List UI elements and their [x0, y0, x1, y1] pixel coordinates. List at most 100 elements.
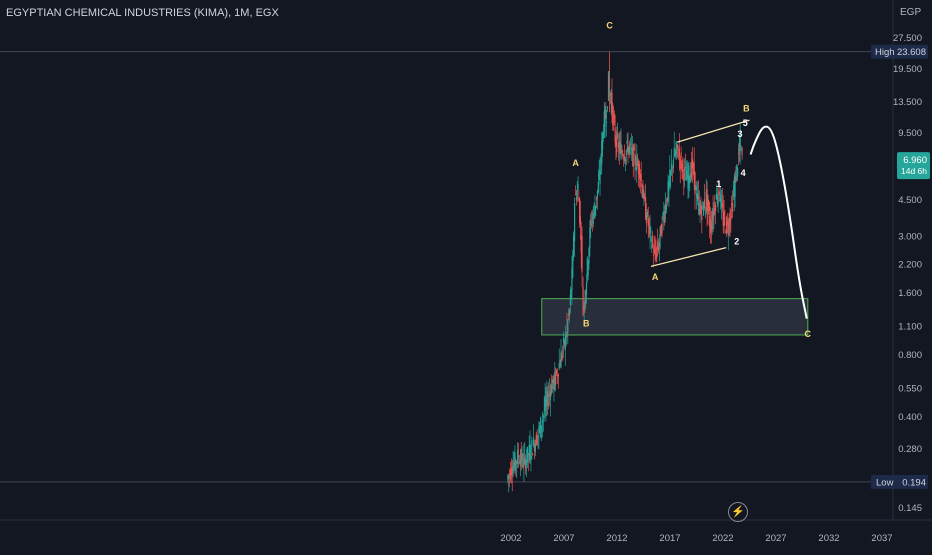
candle-body: [519, 459, 521, 466]
candle-body: [585, 290, 587, 305]
candle-body: [735, 177, 737, 183]
candle-body: [655, 253, 657, 259]
low-value-label: 0.194: [902, 477, 926, 488]
candle-body: [657, 241, 659, 250]
candle-body: [509, 469, 512, 480]
wave-label-b: B: [743, 104, 750, 114]
candle-body: [595, 205, 597, 209]
low-value-bg: [895, 474, 928, 489]
flash-icon[interactable]: ⚡: [728, 502, 748, 522]
candle-body: [585, 282, 588, 295]
candle-body: [593, 205, 595, 208]
candle-body: [523, 457, 525, 467]
candle-body: [636, 157, 638, 170]
candle-body: [584, 301, 586, 302]
candle-body: [639, 176, 641, 179]
candle-body: [517, 455, 520, 458]
candle-body: [676, 142, 678, 150]
candle-body: [533, 444, 536, 452]
candle-body: [530, 455, 532, 461]
candle-body: [510, 467, 512, 476]
candle-body: [540, 417, 542, 438]
candle-body: [507, 475, 509, 480]
candle-body: [662, 213, 664, 216]
wave-label-2: 2: [734, 236, 739, 246]
candle-body: [529, 444, 531, 460]
candle-body: [699, 208, 701, 215]
candle-body: [599, 171, 601, 185]
candle-body: [710, 223, 712, 231]
candle-body: [582, 286, 584, 316]
candle-body: [712, 210, 714, 220]
candle-body: [689, 177, 691, 184]
candle-body: [551, 384, 553, 393]
price-tick-label: 3.000: [898, 232, 922, 243]
candle-body: [570, 290, 572, 298]
candle-body: [527, 454, 529, 456]
candle-body: [528, 444, 530, 455]
candle-body: [720, 194, 722, 202]
candle-body: [643, 191, 645, 200]
candle-body: [727, 230, 729, 236]
candle-body: [709, 219, 712, 234]
candle-body: [736, 164, 738, 171]
candle-body: [537, 435, 539, 437]
candle-body: [577, 184, 579, 189]
candle-body: [562, 349, 564, 351]
candle-body: [558, 363, 560, 369]
projection-path: [749, 125, 808, 319]
candle-body: [568, 313, 570, 315]
candle-body: [621, 150, 623, 153]
candle-body: [670, 163, 673, 171]
candle-body: [546, 390, 548, 403]
candle-body: [729, 218, 731, 223]
candle-body: [524, 453, 526, 455]
candle-body: [600, 159, 602, 163]
candle-body: [667, 181, 669, 200]
candle-body: [700, 202, 702, 214]
candle-body: [559, 365, 561, 367]
candle-body: [659, 226, 661, 236]
candle-body: [677, 144, 679, 148]
candle-body: [686, 170, 688, 179]
candle-body: [741, 148, 743, 155]
candle-body: [672, 159, 674, 168]
candle-body: [624, 158, 627, 162]
candle-body: [702, 203, 705, 215]
candle-body: [525, 460, 527, 469]
wave-label-c: C: [606, 21, 613, 31]
candle-body: [714, 204, 717, 211]
time-tick-label: 2027: [765, 533, 786, 544]
time-tick-label: 2012: [606, 533, 627, 544]
candle-body: [539, 426, 541, 428]
candle-body: [675, 149, 677, 155]
candle-body: [731, 202, 734, 212]
candle-body: [576, 190, 578, 199]
candle-body: [696, 193, 699, 202]
candle-body: [581, 235, 583, 273]
candle-body: [721, 203, 723, 208]
candle-body: [553, 378, 555, 390]
candle-body: [598, 174, 600, 177]
candle-body: [617, 134, 619, 136]
wave-label-1: 1: [716, 179, 721, 189]
candle-body: [740, 149, 742, 151]
candle-body: [619, 142, 621, 145]
candle-body: [734, 176, 736, 198]
candle-body: [722, 210, 724, 226]
candle-body: [724, 217, 726, 219]
candle-body: [532, 454, 534, 456]
candle-body: [705, 192, 707, 206]
candle-body: [575, 193, 577, 195]
candle-body: [543, 410, 545, 412]
symbol-title: EGYPTIAN CHEMICAL INDUSTRIES (KIMA), 1M,…: [6, 7, 279, 19]
price-tick-label: 1.100: [898, 321, 922, 332]
candle-body: [583, 305, 585, 309]
candle-body: [590, 223, 593, 225]
candle-body: [695, 186, 697, 191]
candle-body: [713, 208, 715, 216]
candle-body: [666, 197, 668, 203]
candle-body: [571, 267, 573, 291]
